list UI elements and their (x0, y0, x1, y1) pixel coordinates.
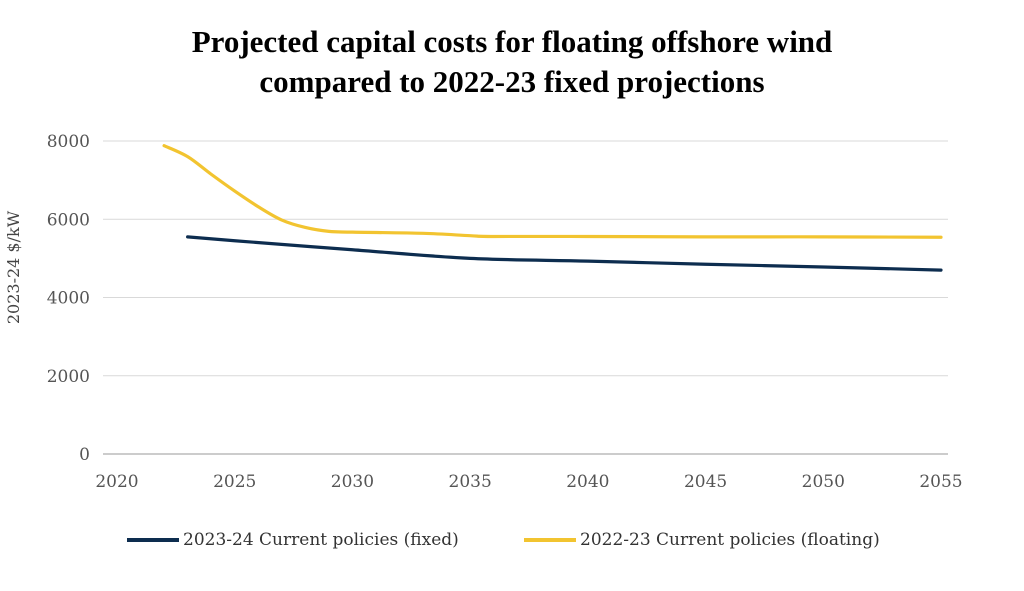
legend-item-floating: 2022-23 Current policies (floating) (524, 526, 880, 554)
chart-title: Projected capital costs for floating off… (0, 22, 1024, 102)
series-line-0 (186, 235, 943, 272)
x-axis-ticks: 2020 2025 2030 2035 2040 2045 2050 2055 (95, 472, 962, 492)
legend-item-fixed: 2023-24 Current policies (fixed) (127, 526, 459, 554)
series-line-1 (162, 144, 943, 239)
x-tick-label: 2035 (449, 472, 492, 492)
x-tick-label: 2055 (919, 472, 962, 492)
y-axis-ticks: 0 2000 4000 6000 8000 (47, 132, 90, 465)
x-tick-label: 2030 (331, 472, 374, 492)
x-tick-label: 2020 (95, 472, 138, 492)
chart-title-line-1: Projected capital costs for floating off… (191, 24, 833, 59)
y-axis-label: 2023-24 $/kW (4, 210, 23, 324)
x-tick-label: 2025 (213, 472, 256, 492)
legend: 2023-24 Current policies (fixed) 2022-23… (0, 526, 1024, 556)
legend-swatch-floating (524, 538, 576, 542)
legend-label-fixed: 2023-24 Current policies (fixed) (183, 530, 459, 550)
chart-title-line-2: compared to 2022-23 fixed projections (259, 64, 765, 99)
y-tick-label: 2000 (47, 367, 90, 387)
x-tick-label: 2050 (802, 472, 845, 492)
x-tick-label: 2045 (684, 472, 727, 492)
y-tick-label: 4000 (47, 289, 90, 309)
legend-label-floating: 2022-23 Current policies (floating) (580, 530, 880, 550)
legend-swatch-fixed (127, 538, 179, 542)
series-lines (162, 144, 943, 272)
x-tick-label: 2040 (566, 472, 609, 492)
y-tick-label: 0 (79, 445, 90, 465)
y-tick-label: 6000 (47, 210, 90, 230)
gridlines (103, 140, 948, 377)
y-tick-label: 8000 (47, 132, 90, 152)
